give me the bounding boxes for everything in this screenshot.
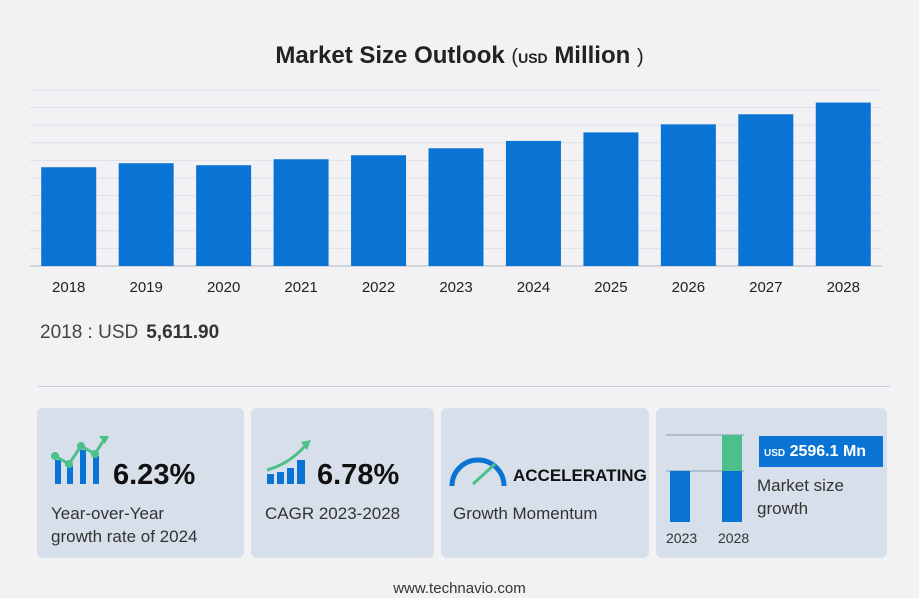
x-tick-label: 2021	[284, 279, 317, 296]
bar-2019	[118, 163, 174, 266]
year-start: 2023	[666, 530, 698, 546]
x-tick-label: 2023	[439, 279, 472, 296]
year-end: 2028	[718, 530, 750, 546]
bar-2028	[815, 102, 871, 266]
bar-2026	[660, 124, 716, 266]
x-tick-label: 2024	[517, 279, 550, 296]
cagr-trend-icon	[266, 440, 311, 484]
momentum-value: ACCELERATING	[513, 466, 647, 485]
chart-title: Market Size Outlook (USD Million )	[275, 42, 644, 69]
speedometer-icon	[449, 457, 507, 487]
cagr-card: 6.78% CAGR 2023-2028	[251, 408, 434, 558]
x-tick-label: 2019	[129, 279, 162, 296]
bar-chart: 2018 2019 2020 2021 2022 2023 2024 2025 2026 2027…	[30, 89, 882, 296]
growth-label: Market size growth	[757, 476, 844, 518]
divider	[38, 386, 890, 387]
bar-2020	[196, 165, 252, 266]
x-tick-label: 2028	[827, 279, 860, 296]
market-growth-card: 2023 2028 USD 2596.1 Mn Market size growt…	[656, 408, 887, 558]
x-tick-label: 2025	[594, 279, 627, 296]
yoy-card: 6.23% Year-over-Year growth rate of 2024	[37, 408, 244, 558]
cagr-value: 6.78%	[317, 459, 400, 491]
x-tick-label: 2027	[749, 279, 782, 296]
momentum-card: ACCELERATING Growth Momentum	[441, 408, 649, 558]
bar-2024	[505, 140, 561, 266]
x-tick-label: 2026	[672, 279, 705, 296]
growth-value-badge: USD 2596.1 Mn	[759, 436, 883, 467]
bar-2022	[351, 155, 407, 266]
x-tick-label: 2018	[52, 279, 85, 296]
cagr-label: CAGR 2023-2028	[265, 504, 401, 523]
bar-2018	[41, 167, 97, 266]
bar-2021	[273, 159, 329, 266]
bar-2027	[738, 114, 794, 267]
mini-growth-chart	[666, 434, 744, 522]
yoy-value: 6.23%	[113, 459, 196, 491]
bar-2023	[428, 148, 484, 266]
bar-2025	[583, 132, 639, 266]
x-tick-label: 2022	[362, 279, 395, 296]
base-year-value: 2018 : USD 5,611.90	[40, 322, 220, 343]
x-tick-label: 2020	[207, 279, 240, 296]
momentum-label: Growth Momentum	[453, 504, 598, 523]
yoy-label: Year-over-Year growth rate of 2024	[51, 504, 198, 546]
footer-link[interactable]: www.technavio.com	[393, 580, 526, 597]
growth-chart-icon	[51, 436, 109, 484]
